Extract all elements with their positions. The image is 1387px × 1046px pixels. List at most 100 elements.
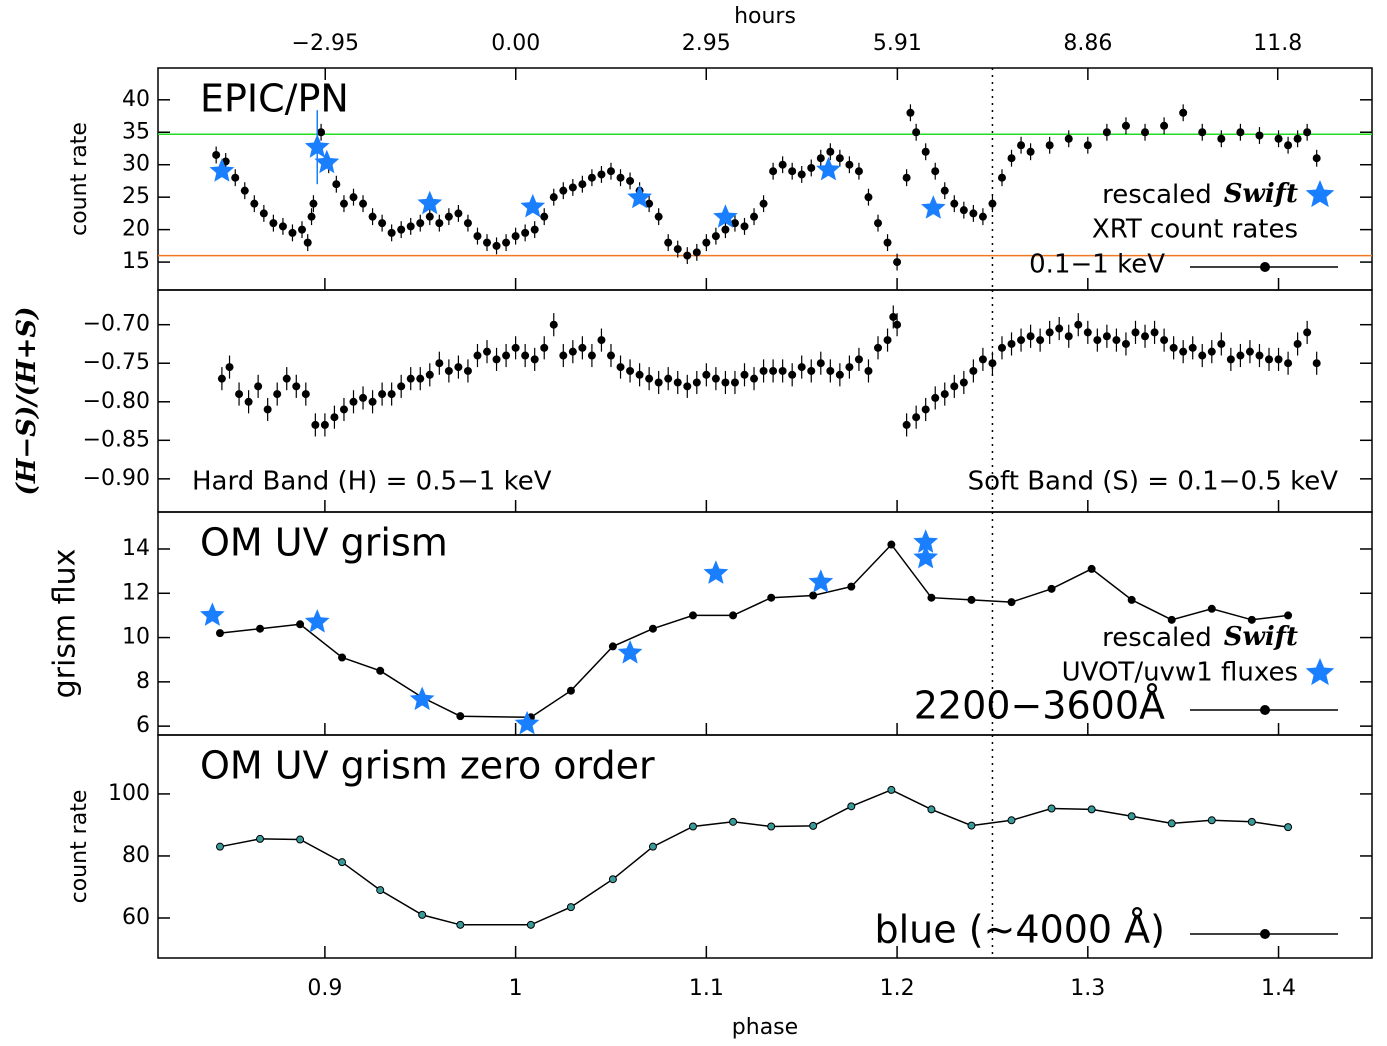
data-point <box>425 212 434 221</box>
data-point <box>711 232 720 241</box>
data-point <box>463 219 472 228</box>
data-point <box>1167 615 1176 624</box>
data-point <box>1274 355 1283 364</box>
data-point <box>616 363 625 372</box>
data-point <box>845 160 854 169</box>
data-point <box>730 378 739 387</box>
y-tick-label: 40 <box>122 87 150 112</box>
star-marker <box>520 193 546 218</box>
data-point <box>874 219 883 228</box>
data-point <box>1055 324 1064 333</box>
data-point <box>332 180 341 189</box>
data-point <box>317 128 326 137</box>
data-point <box>648 624 657 633</box>
y-tick-label: 10 <box>122 625 150 650</box>
star-marker <box>816 156 841 181</box>
data-point <box>338 653 347 662</box>
data-point <box>769 366 778 375</box>
data-point <box>959 206 968 215</box>
data-point <box>807 163 816 172</box>
data-point <box>673 378 682 387</box>
data-point <box>597 336 606 345</box>
data-point <box>1087 805 1096 814</box>
data-point <box>483 347 492 356</box>
data-point <box>1265 355 1274 364</box>
data-point <box>626 176 635 185</box>
data-point <box>463 366 472 375</box>
data-point <box>887 540 896 549</box>
data-point <box>511 343 520 352</box>
panel-label: OM UV grism <box>200 521 448 565</box>
data-point <box>1083 141 1092 150</box>
data-point <box>940 390 949 399</box>
data-point <box>654 378 663 387</box>
data-point <box>320 420 329 429</box>
data-point <box>1284 611 1293 620</box>
star-marker <box>921 195 946 219</box>
data-point <box>883 336 892 345</box>
data-point <box>1247 817 1256 826</box>
data-point <box>263 405 272 414</box>
star-marker <box>200 602 225 626</box>
data-point <box>906 108 915 117</box>
x-tick-label: 0.9 <box>307 976 342 1001</box>
data-point <box>587 173 596 182</box>
data-point <box>397 225 406 234</box>
data-point <box>1284 359 1293 368</box>
data-point <box>349 193 358 202</box>
legend-label-part: Swift <box>1224 179 1298 209</box>
data-point <box>826 366 835 375</box>
data-point <box>673 245 682 254</box>
data-point <box>418 910 427 919</box>
data-point <box>759 366 768 375</box>
star-marker <box>304 134 330 158</box>
data-point <box>1167 819 1176 828</box>
data-point <box>368 397 377 406</box>
data-point <box>1141 128 1150 137</box>
data-point <box>406 374 415 383</box>
data-point <box>301 390 310 399</box>
data-point <box>835 370 844 379</box>
data-point <box>912 413 921 422</box>
data-point <box>296 835 305 844</box>
data-point <box>1026 332 1035 341</box>
y-tick-label: 8 <box>136 669 150 694</box>
data-point <box>988 199 997 208</box>
data-point <box>927 593 936 602</box>
data-point <box>959 378 968 387</box>
data-point <box>1150 328 1159 337</box>
data-point <box>912 128 921 137</box>
data-point <box>473 351 482 360</box>
data-point <box>454 209 463 218</box>
data-point <box>778 160 787 169</box>
data-point <box>1198 128 1207 137</box>
data-point <box>540 212 549 221</box>
data-point <box>950 382 959 391</box>
y-axis-label: count rate <box>67 790 92 904</box>
y-axis-label: grism flux <box>48 549 83 699</box>
data-point <box>702 370 711 379</box>
data-point <box>425 370 434 379</box>
data-point <box>740 222 749 231</box>
y-tick-label: −0.85 <box>83 427 150 452</box>
data-point <box>889 312 898 321</box>
data-point <box>1303 328 1312 337</box>
data-point <box>511 232 520 241</box>
data-point <box>231 173 240 182</box>
legend-dot <box>1260 705 1270 715</box>
data-point <box>378 219 387 228</box>
data-point <box>845 363 854 372</box>
y-tick-label: 12 <box>122 580 150 605</box>
data-point <box>1207 347 1216 356</box>
star-marker <box>617 640 643 664</box>
data-point <box>816 154 825 163</box>
legend-star <box>1305 658 1335 686</box>
data-point <box>397 382 406 391</box>
data-point <box>788 370 797 379</box>
data-point <box>359 199 368 208</box>
data-point <box>212 150 221 159</box>
data-point <box>307 212 316 221</box>
data-point <box>729 817 738 826</box>
data-point <box>456 712 465 721</box>
data-point <box>1179 108 1188 117</box>
